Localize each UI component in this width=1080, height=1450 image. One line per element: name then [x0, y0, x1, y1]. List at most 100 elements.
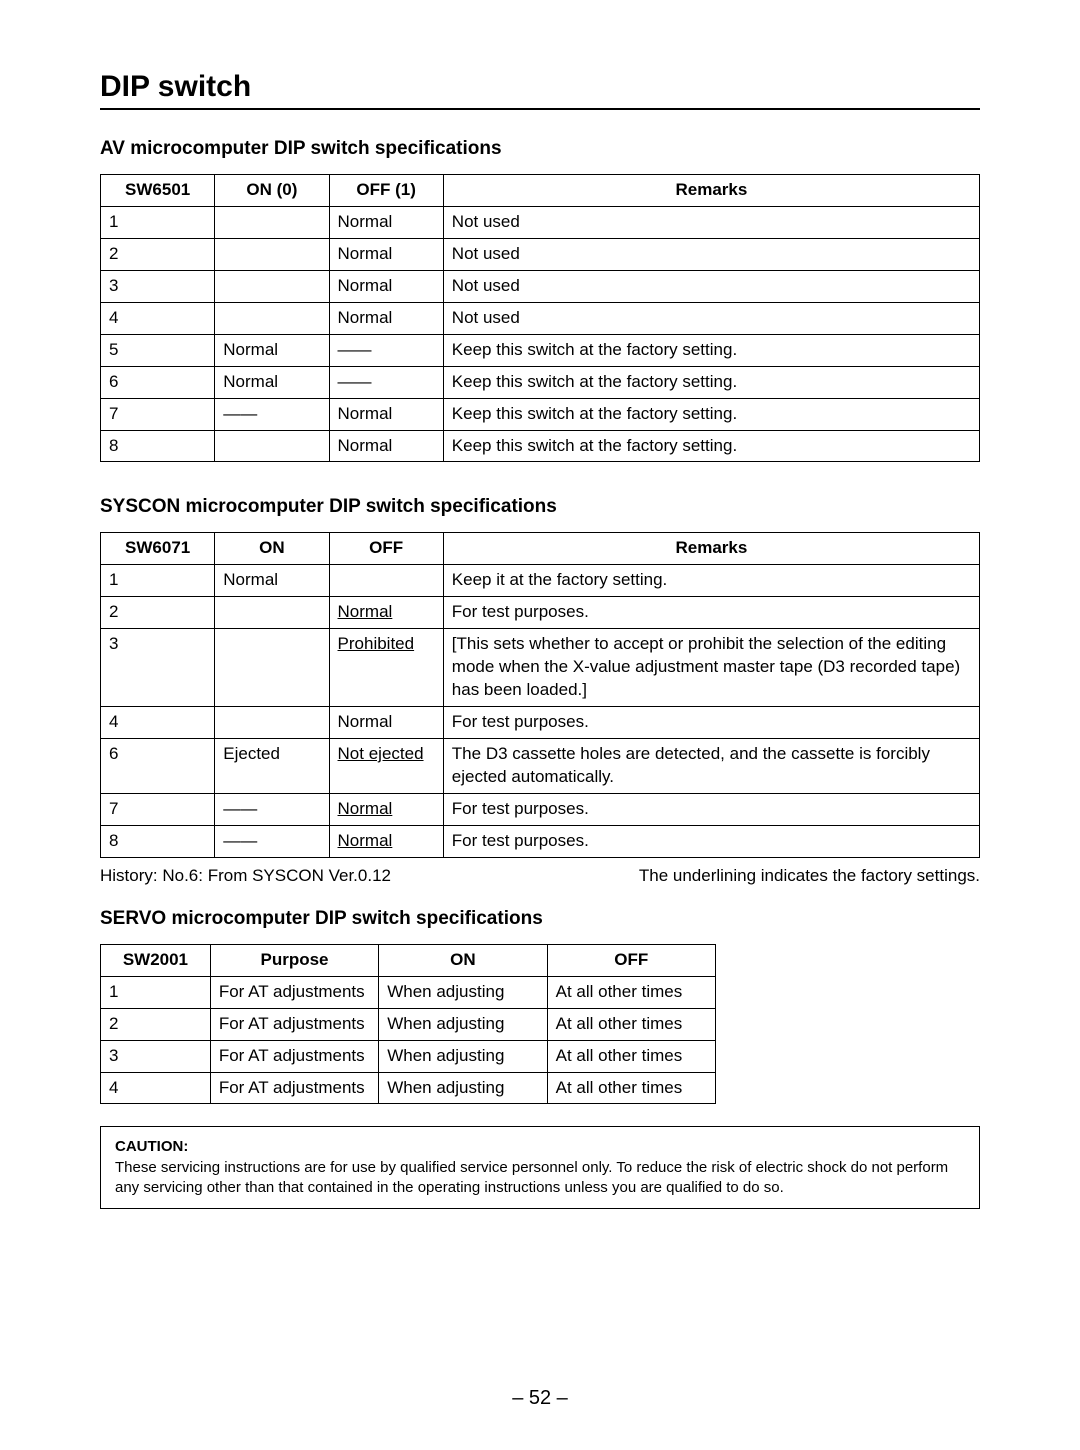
- syscon-table: SW6071 ON OFF Remarks 1NormalKeep it at …: [100, 532, 980, 857]
- table-row: 3NormalNot used: [101, 270, 980, 302]
- syscon-cell-n: 4: [101, 707, 215, 739]
- syscon-cell-n: 6: [101, 739, 215, 794]
- av-cell-on: [215, 270, 329, 302]
- av-cell-on: Normal: [215, 334, 329, 366]
- av-cell-on: Normal: [215, 366, 329, 398]
- av-cell-on: ——: [215, 398, 329, 430]
- syscon-cell-rem: Keep it at the factory setting.: [443, 565, 979, 597]
- syscon-note-right: The underlining indicates the factory se…: [639, 866, 980, 886]
- page-number: – 52 –: [0, 1387, 1080, 1410]
- syscon-note-left: History: No.6: From SYSCON Ver.0.12: [100, 866, 391, 886]
- table-row: 3 Prohibited[This sets whether to accept …: [101, 629, 980, 707]
- servo-cell-p: For AT adjustments: [210, 1072, 378, 1104]
- servo-cell-on: When adjusting: [379, 1008, 547, 1040]
- syscon-cell-off: [329, 565, 443, 597]
- av-cell-off: Normal: [329, 398, 443, 430]
- servo-heading: SERVO microcomputer DIP switch specifica…: [100, 908, 980, 930]
- table-row: 6Normal——Keep this switch at the factory…: [101, 366, 980, 398]
- av-cell-n: 4: [101, 302, 215, 334]
- syscon-cell-rem: For test purposes.: [443, 793, 979, 825]
- servo-cell-off: At all other times: [547, 1072, 715, 1104]
- syscon-cell-off: Not ejected: [329, 739, 443, 794]
- av-th-0: SW6501: [101, 175, 215, 207]
- syscon-cell-on: [215, 629, 329, 707]
- syscon-cell-rem: For test purposes.: [443, 707, 979, 739]
- av-cell-n: 8: [101, 430, 215, 462]
- syscon-cell-rem: The D3 cassette holes are detected, and …: [443, 739, 979, 794]
- servo-cell-n: 3: [101, 1040, 211, 1072]
- syscon-cell-n: 1: [101, 565, 215, 597]
- syscon-cell-off: Normal: [329, 597, 443, 629]
- table-row: 7——NormalKeep this switch at the factory…: [101, 398, 980, 430]
- servo-th-1: Purpose: [210, 944, 378, 976]
- av-cell-off: Normal: [329, 302, 443, 334]
- servo-th-0: SW2001: [101, 944, 211, 976]
- syscon-cell-on: Normal: [215, 565, 329, 597]
- syscon-cell-n: 3: [101, 629, 215, 707]
- av-th-2: OFF (1): [329, 175, 443, 207]
- av-cell-n: 1: [101, 206, 215, 238]
- av-cell-rem: Keep this switch at the factory setting.: [443, 334, 979, 366]
- syscon-cell-on: ——: [215, 793, 329, 825]
- servo-th-2: ON: [379, 944, 547, 976]
- av-cell-rem: Not used: [443, 270, 979, 302]
- av-cell-n: 2: [101, 238, 215, 270]
- servo-cell-off: At all other times: [547, 976, 715, 1008]
- av-heading: AV microcomputer DIP switch specificatio…: [100, 138, 980, 160]
- table-row: 6EjectedNot ejectedThe D3 cassette holes…: [101, 739, 980, 794]
- servo-cell-on: When adjusting: [379, 1072, 547, 1104]
- av-cell-off: ——: [329, 366, 443, 398]
- syscon-th-0: SW6071: [101, 533, 215, 565]
- av-table: SW6501 ON (0) OFF (1) Remarks 1NormalNot…: [100, 174, 980, 462]
- syscon-cell-rem: For test purposes.: [443, 597, 979, 629]
- av-cell-n: 5: [101, 334, 215, 366]
- av-cell-rem: Not used: [443, 206, 979, 238]
- table-row: 5Normal——Keep this switch at the factory…: [101, 334, 980, 366]
- av-th-1: ON (0): [215, 175, 329, 207]
- av-cell-n: 7: [101, 398, 215, 430]
- av-cell-n: 3: [101, 270, 215, 302]
- servo-th-3: OFF: [547, 944, 715, 976]
- table-row: 3For AT adjustmentsWhen adjustingAt all …: [101, 1040, 716, 1072]
- servo-cell-p: For AT adjustments: [210, 1040, 378, 1072]
- caution-box: CAUTION: These servicing instructions ar…: [100, 1126, 980, 1209]
- av-cell-off: ——: [329, 334, 443, 366]
- servo-cell-off: At all other times: [547, 1040, 715, 1072]
- table-row: 4 NormalFor test purposes.: [101, 707, 980, 739]
- av-cell-n: 6: [101, 366, 215, 398]
- table-row: 2 NormalFor test purposes.: [101, 597, 980, 629]
- syscon-th-1: ON: [215, 533, 329, 565]
- table-row: 2NormalNot used: [101, 238, 980, 270]
- av-cell-rem: Not used: [443, 302, 979, 334]
- page-title: DIP switch: [100, 70, 980, 110]
- servo-cell-p: For AT adjustments: [210, 1008, 378, 1040]
- av-th-3: Remarks: [443, 175, 979, 207]
- av-cell-on: [215, 238, 329, 270]
- av-cell-rem: Keep this switch at the factory setting.: [443, 430, 979, 462]
- syscon-th-2: OFF: [329, 533, 443, 565]
- syscon-cell-n: 2: [101, 597, 215, 629]
- syscon-cell-on: ——: [215, 825, 329, 857]
- av-cell-off: Normal: [329, 238, 443, 270]
- av-cell-on: [215, 206, 329, 238]
- servo-cell-off: At all other times: [547, 1008, 715, 1040]
- syscon-cell-off: Normal: [329, 825, 443, 857]
- syscon-cell-rem: [This sets whether to accept or prohibit…: [443, 629, 979, 707]
- syscon-cell-off: Normal: [329, 707, 443, 739]
- av-cell-on: [215, 430, 329, 462]
- servo-cell-on: When adjusting: [379, 1040, 547, 1072]
- table-row: 4For AT adjustmentsWhen adjustingAt all …: [101, 1072, 716, 1104]
- syscon-heading: SYSCON microcomputer DIP switch specific…: [100, 496, 980, 518]
- syscon-cell-off: Prohibited: [329, 629, 443, 707]
- syscon-cell-rem: For test purposes.: [443, 825, 979, 857]
- table-row: 1For AT adjustmentsWhen adjustingAt all …: [101, 976, 716, 1008]
- table-row: 4 NormalNot used: [101, 302, 980, 334]
- syscon-cell-on: Ejected: [215, 739, 329, 794]
- av-cell-off: Normal: [329, 430, 443, 462]
- caution-title: CAUTION:: [115, 1138, 188, 1155]
- av-cell-on: [215, 302, 329, 334]
- servo-cell-n: 2: [101, 1008, 211, 1040]
- servo-cell-p: For AT adjustments: [210, 976, 378, 1008]
- syscon-cell-n: 8: [101, 825, 215, 857]
- syscon-cell-on: [215, 597, 329, 629]
